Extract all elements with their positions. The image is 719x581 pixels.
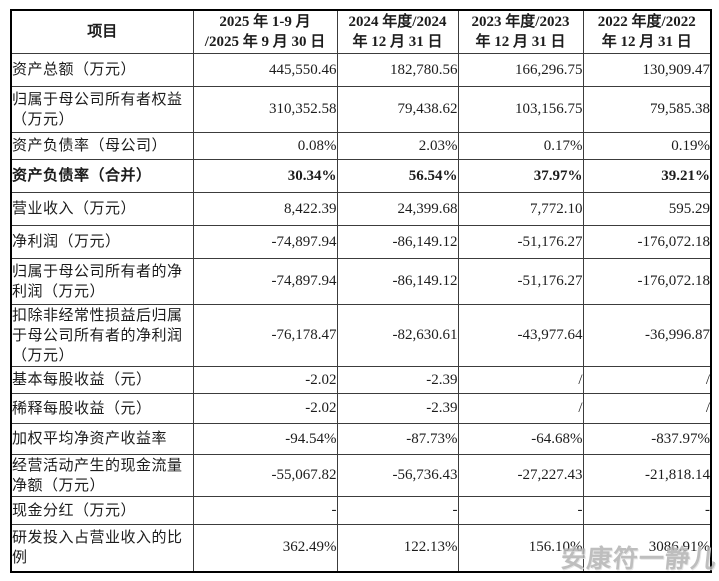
row-value: -2.39 bbox=[336, 393, 459, 424]
table-row: 净利润（万元） -74,897.94 -86,149.12 -51,176.27 -17… bbox=[10, 225, 712, 259]
table-row: 加权平均净资产收益率 -94.54% -87.73% -64.68% -837.97% bbox=[10, 423, 712, 455]
table-row: 归属于母公司所有者权益（万元） 310,352.58 79,438.62 103,15… bbox=[10, 86, 712, 133]
table-row: 基本每股收益（元） -2.02 -2.39// bbox=[10, 366, 712, 394]
row-value: -21,818.14 bbox=[582, 454, 712, 497]
row-label: 营业收入（万元） bbox=[10, 192, 194, 226]
row-label: 研发投入占营业收入的比例 bbox=[10, 524, 194, 572]
row-label: 归属于母公司所有者权益（万元） bbox=[10, 86, 194, 133]
row-label: 基本每股收益（元） bbox=[10, 366, 194, 394]
row-value: / bbox=[582, 393, 712, 424]
row-value: -176,072.18 bbox=[582, 225, 712, 259]
row-value: 362.49% bbox=[192, 524, 338, 572]
row-label: 经营活动产生的现金流量净额（万元） bbox=[10, 454, 194, 497]
row-label: 净利润（万元） bbox=[10, 225, 194, 259]
row-value: -43,977.64 bbox=[457, 304, 584, 367]
row-value: -74,897.94 bbox=[192, 258, 338, 305]
table-row: 资产负债率（母公司） 0.08% 2.03% 0.17% 0.19% bbox=[10, 132, 712, 160]
row-label: 资产负债率（母公司） bbox=[10, 132, 194, 160]
row-value: -86,149.12 bbox=[336, 225, 459, 259]
row-value: 445,550.46 bbox=[192, 53, 338, 87]
row-value: -51,176.27 bbox=[457, 258, 584, 305]
row-value: -2.39 bbox=[336, 366, 459, 394]
table-row: 营业收入（万元） 8,422.39 24,399.68 7,772.10 595.29 bbox=[10, 192, 712, 226]
row-value: -82,630.61 bbox=[336, 304, 459, 367]
row-value: - bbox=[336, 496, 459, 525]
row-value: -176,072.18 bbox=[582, 258, 712, 305]
table-row: 资产负债率（合并） 30.34% 56.54% 37.97% 39.21% bbox=[10, 159, 712, 193]
row-value: 0.08% bbox=[192, 132, 338, 160]
row-value: 0.19% bbox=[582, 132, 712, 160]
row-value: 156.10% bbox=[457, 524, 584, 572]
table-row: 扣除非经常性损益后归属于母公司所有者的净利润（万元） -76,178.47 -82,… bbox=[10, 304, 712, 367]
row-value: - bbox=[457, 496, 584, 525]
column-header: 2025 年 1-9 月/2025 年 9 月 30 日 bbox=[192, 9, 338, 54]
row-label: 扣除非经常性损益后归属于母公司所有者的净利润（万元） bbox=[10, 304, 194, 367]
table-row: 资产总额（万元） 445,550.46 182,780.56 166,296.75 13… bbox=[10, 53, 712, 87]
row-value: 3086.91% bbox=[582, 524, 712, 572]
row-value: -56,736.43 bbox=[336, 454, 459, 497]
column-header: 项目 bbox=[10, 9, 194, 54]
row-label: 资产总额（万元） bbox=[10, 53, 194, 87]
table-header-row: 项目 2025 年 1-9 月/2025 年 9 月 30 日 2024 年度/20… bbox=[10, 9, 712, 54]
row-value: / bbox=[457, 393, 584, 424]
row-value: -837.97% bbox=[582, 423, 712, 455]
row-value: -51,176.27 bbox=[457, 225, 584, 259]
row-value: 30.34% bbox=[192, 159, 338, 193]
row-value: 182,780.56 bbox=[336, 53, 459, 87]
row-value: 103,156.75 bbox=[457, 86, 584, 133]
row-value: -2.02 bbox=[192, 366, 338, 394]
row-value: -64.68% bbox=[457, 423, 584, 455]
row-value: -76,178.47 bbox=[192, 304, 338, 367]
table-row: 稀释每股收益（元） -2.02 -2.39// bbox=[10, 393, 712, 424]
row-value: -86,149.12 bbox=[336, 258, 459, 305]
column-header: 2024 年度/2024 年 12 月 31 日 bbox=[336, 9, 459, 54]
row-value: 79,585.38 bbox=[582, 86, 712, 133]
row-value: 8,422.39 bbox=[192, 192, 338, 226]
row-label: 资产负债率（合并） bbox=[10, 159, 194, 193]
row-value: 37.97% bbox=[457, 159, 584, 193]
column-header: 2022 年度/2022 年 12 月 31 日 bbox=[582, 9, 712, 54]
row-value: 24,399.68 bbox=[336, 192, 459, 226]
row-label: 现金分红（万元） bbox=[10, 496, 194, 525]
row-value: 0.17% bbox=[457, 132, 584, 160]
row-label: 加权平均净资产收益率 bbox=[10, 423, 194, 455]
row-value: - bbox=[192, 496, 338, 525]
row-value: 122.13% bbox=[336, 524, 459, 572]
row-label: 归属于母公司所有者的净利润（万元） bbox=[10, 258, 194, 305]
row-value: -87.73% bbox=[336, 423, 459, 455]
row-value: -2.02 bbox=[192, 393, 338, 424]
row-label: 稀释每股收益（元） bbox=[10, 393, 194, 424]
table-row: 现金分红（万元） - - - - bbox=[10, 496, 712, 525]
row-value: 166,296.75 bbox=[457, 53, 584, 87]
row-value: 7,772.10 bbox=[457, 192, 584, 226]
row-value: -74,897.94 bbox=[192, 225, 338, 259]
row-value: -36,996.87 bbox=[582, 304, 712, 367]
row-value: 79,438.62 bbox=[336, 86, 459, 133]
column-header: 2023 年度/2023 年 12 月 31 日 bbox=[457, 9, 584, 54]
table-row: 归属于母公司所有者的净利润（万元） -74,897.94 -86,149.12 -51… bbox=[10, 258, 712, 305]
row-value: -94.54% bbox=[192, 423, 338, 455]
row-value: 595.29 bbox=[582, 192, 712, 226]
row-value: 2.03% bbox=[336, 132, 459, 160]
row-value: -55,067.82 bbox=[192, 454, 338, 497]
row-value: 56.54% bbox=[336, 159, 459, 193]
row-value: 39.21% bbox=[582, 159, 712, 193]
financial-table: 项目 2025 年 1-9 月/2025 年 9 月 30 日 2024 年度/20… bbox=[10, 9, 712, 573]
row-value: -27,227.43 bbox=[457, 454, 584, 497]
row-value: 130,909.47 bbox=[582, 53, 712, 87]
row-value: / bbox=[582, 366, 712, 394]
table-row: 经营活动产生的现金流量净额（万元） -55,067.82 -56,736.43 -27… bbox=[10, 454, 712, 497]
row-value: - bbox=[582, 496, 712, 525]
row-value: 310,352.58 bbox=[192, 86, 338, 133]
row-value: / bbox=[457, 366, 584, 394]
table-row: 研发投入占营业收入的比例 362.49% 122.13% 156.10% 3086.91… bbox=[10, 524, 712, 572]
